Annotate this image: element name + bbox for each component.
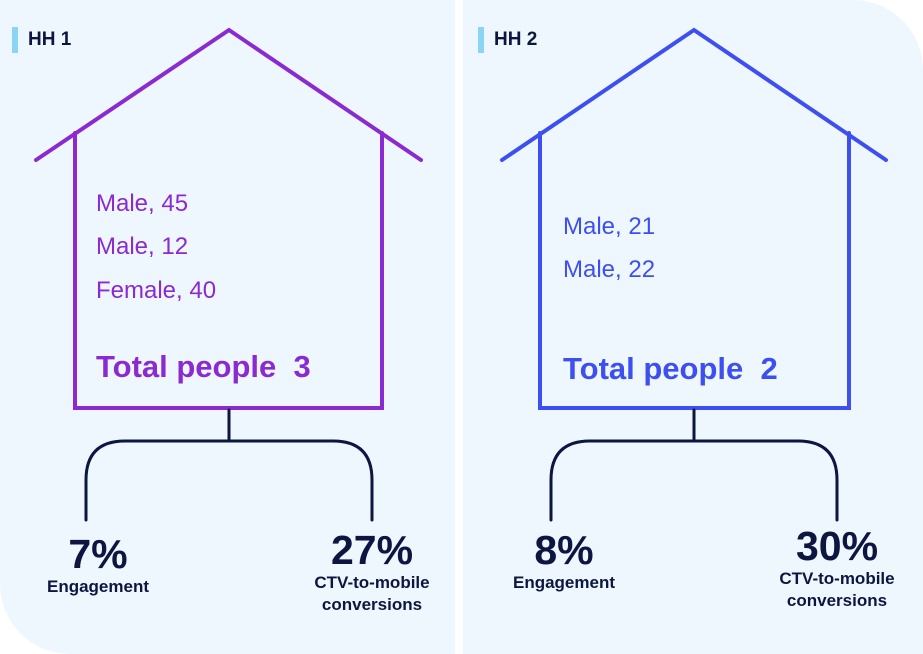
conversion-label-line2: conversions [321, 595, 423, 614]
household-1-member: Male, 45 [96, 190, 189, 217]
house-1-walls [73, 131, 384, 410]
engagement-value: 7% [68, 531, 128, 577]
house-2-roof [500, 27, 888, 162]
household-1-label: HH 1 [28, 29, 72, 50]
engagement-label: Engagement [512, 573, 616, 592]
house-2-tree-connector [549, 408, 839, 522]
house-2-walls [538, 131, 851, 410]
household-1-member: Female, 40 [96, 277, 217, 304]
household-1-tag: HH 1 [12, 27, 71, 53]
household-2-conversions: 30% CTV-to-mobile conversions [757, 524, 917, 612]
total-label: Total people [563, 351, 744, 386]
household-1-conversions: 27% CTV-to-mobile conversions [292, 528, 452, 616]
household-2-engagement: 8% Engagement [494, 528, 634, 594]
household-2-label: HH 2 [494, 29, 538, 50]
household-2-total: Total people 2 [563, 351, 778, 387]
total-value: 3 [293, 349, 311, 384]
household-1-member: Male, 12 [96, 233, 189, 260]
conversion-label-line2: conversions [786, 591, 888, 610]
conversion-value: 27% [330, 527, 414, 573]
household-2-member: Male, 21 [563, 213, 656, 240]
conversion-value: 30% [795, 523, 879, 569]
house-1-tree-connector [84, 408, 374, 522]
engagement-label: Engagement [46, 577, 150, 596]
household-1-total: Total people 3 [96, 349, 311, 385]
house-1-roof [34, 27, 423, 162]
tag-marker [478, 27, 484, 53]
conversion-label-line1: CTV-to-mobile [314, 573, 430, 592]
conversion-label-line1: CTV-to-mobile [779, 569, 895, 588]
household-2-member: Male, 22 [563, 256, 656, 283]
total-label: Total people [96, 349, 277, 384]
total-value: 2 [760, 351, 778, 386]
household-2-tag: HH 2 [478, 27, 537, 53]
tag-marker [12, 27, 18, 53]
engagement-value: 8% [534, 527, 594, 573]
household-1-engagement: 7% Engagement [28, 532, 168, 598]
